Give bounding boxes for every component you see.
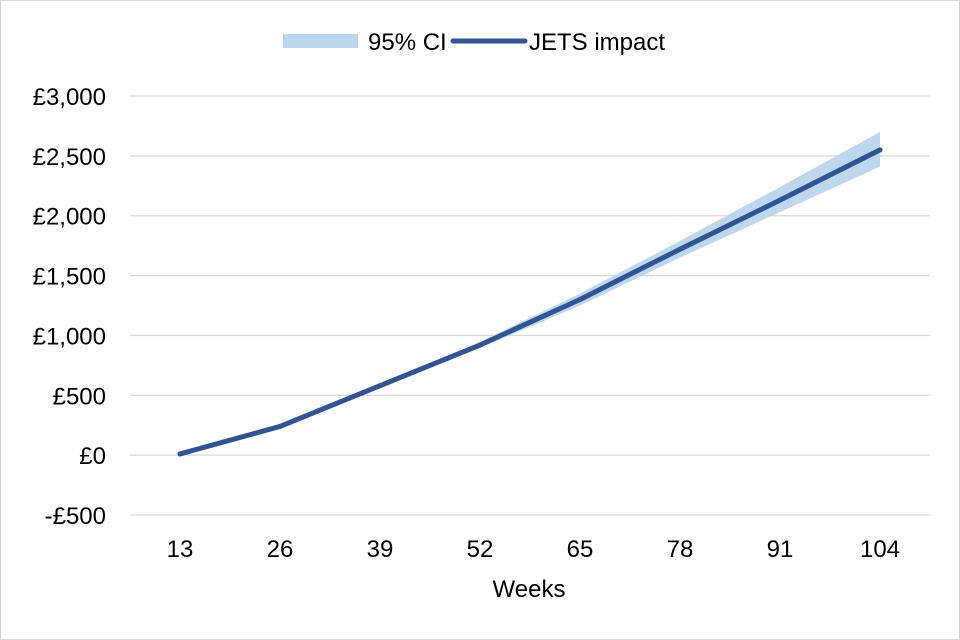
ci-band-layer bbox=[180, 131, 880, 455]
impact-line bbox=[177, 147, 883, 457]
line-layer bbox=[177, 147, 883, 457]
impact-point bbox=[777, 197, 783, 203]
legend-swatch-ci bbox=[283, 34, 358, 48]
ci-band bbox=[180, 131, 880, 455]
x-axis-title: Weeks bbox=[493, 576, 566, 603]
y-tick-label: £2,500 bbox=[33, 144, 106, 171]
legend-label-impact: JETS impact bbox=[529, 29, 665, 56]
impact-point bbox=[377, 383, 383, 389]
y-tick-label: £3,000 bbox=[33, 84, 106, 111]
x-tick-label: 52 bbox=[467, 536, 494, 563]
legend: 95% CI JETS impact bbox=[283, 29, 665, 56]
gridlines bbox=[130, 95, 930, 516]
impact-point bbox=[177, 451, 183, 457]
x-tick-label: 13 bbox=[167, 536, 194, 563]
y-tick-label: £2,000 bbox=[33, 204, 106, 231]
y-tick-label: £0 bbox=[79, 443, 106, 470]
x-tick-label: 65 bbox=[567, 536, 594, 563]
impact-point bbox=[677, 246, 683, 252]
x-tick-label: 39 bbox=[367, 536, 394, 563]
impact-point bbox=[877, 147, 883, 153]
points-layer bbox=[177, 147, 883, 457]
impact-point bbox=[577, 297, 583, 303]
x-tick-label: 91 bbox=[767, 536, 794, 563]
y-axis-ticks: -£500 £0 £500 £1,000 £1,500 £2,000 £2,500 £3,00… bbox=[33, 84, 106, 530]
x-axis-ticks: 13 26 39 52 65 78 91 104 bbox=[167, 536, 900, 563]
y-tick-label: £1,000 bbox=[33, 323, 106, 350]
y-tick-label: -£500 bbox=[45, 503, 106, 530]
x-tick-label: 78 bbox=[667, 536, 694, 563]
impact-point bbox=[477, 342, 483, 348]
x-tick-label: 104 bbox=[860, 536, 900, 563]
legend-label-ci: 95% CI bbox=[368, 29, 447, 56]
y-tick-label: £500 bbox=[53, 383, 106, 410]
y-tick-label: £1,500 bbox=[33, 264, 106, 291]
x-tick-label: 26 bbox=[267, 536, 294, 563]
impact-point bbox=[277, 423, 283, 429]
